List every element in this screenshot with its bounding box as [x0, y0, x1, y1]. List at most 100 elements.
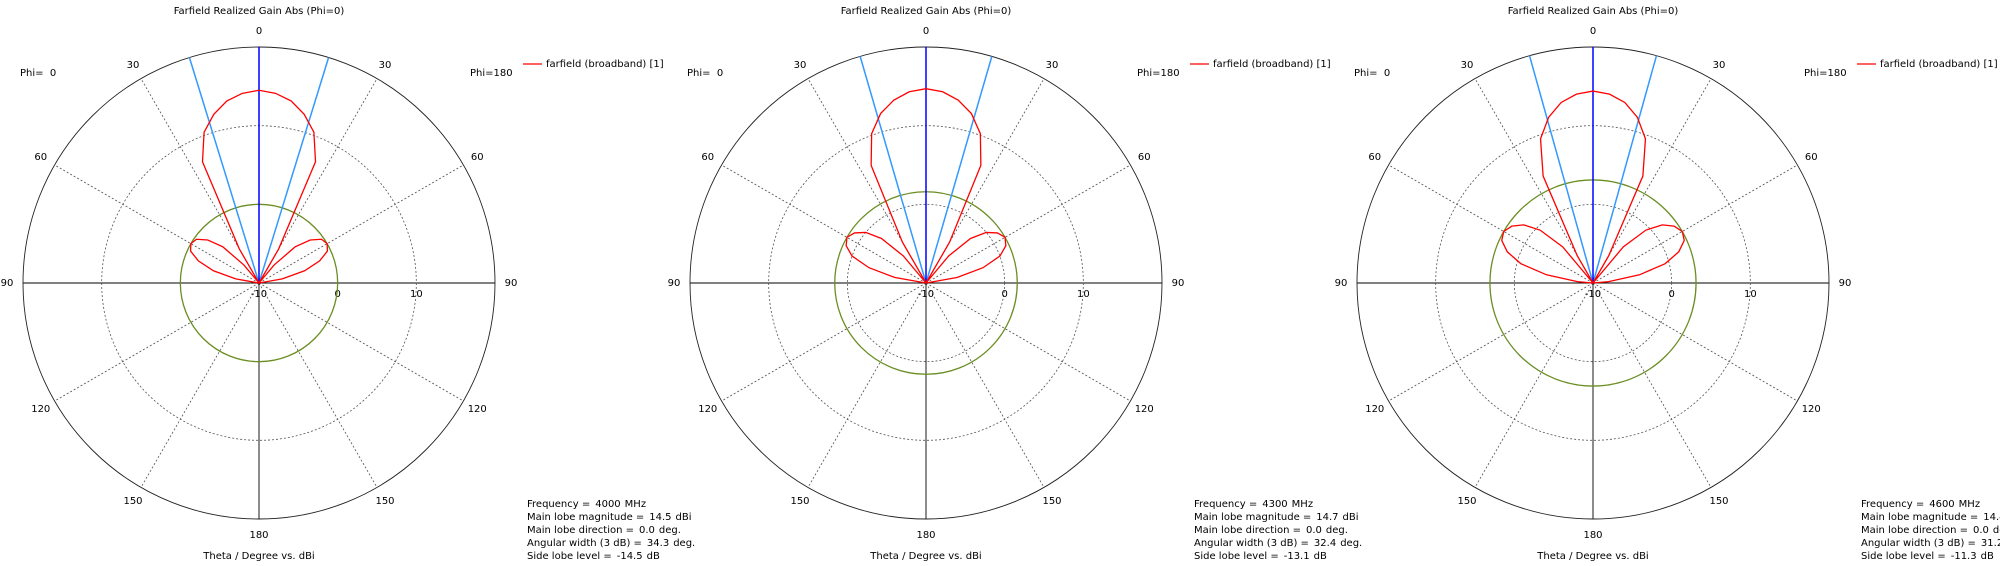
info-value: 4000 [595, 499, 620, 510]
info-value: -11.3 [1951, 551, 1977, 562]
grid-line [925, 282, 1131, 402]
grid-line [807, 282, 927, 488]
angle-tick-label: 150 [375, 496, 394, 507]
beamwidth-line [925, 56, 993, 284]
info-line: Side lobe level = -13.1 dB [1194, 551, 1327, 562]
beamwidth-line [258, 57, 330, 284]
info-value: 0.0 [1973, 525, 1989, 536]
grid-line [258, 78, 378, 284]
angle-tick-label: 120 [31, 404, 50, 415]
info-line: Main lobe magnitude = 14.5 dBi [527, 512, 692, 523]
info-line: Main lobe direction = 0.0 deg. [527, 525, 681, 536]
info-line: Side lobe level = -11.3 dB [1861, 551, 1994, 562]
info-line: Frequency = 4000 MHz [527, 499, 646, 510]
grid-line [721, 164, 927, 284]
r-tick-label: 0 [1668, 289, 1674, 300]
x-axis-label: Theta / Degree vs. dBi [202, 551, 314, 562]
angle-tick-label: 180 [1583, 530, 1602, 541]
info-line: Main lobe direction = 0.0 deg. [1194, 525, 1348, 536]
grid-line [925, 164, 1131, 284]
grid-line [258, 282, 464, 402]
angle-tick-label: 120 [1365, 404, 1384, 415]
angle-tick-label: 30 [379, 60, 392, 71]
info-line: Main lobe direction = 0.0 deg. [1861, 525, 2000, 536]
info-unit: deg. [659, 525, 681, 536]
x-axis-label: Theta / Degree vs. dBi [869, 551, 981, 562]
angle-tick-label: 90 [505, 278, 518, 289]
angle-tick-label: 60 [701, 152, 714, 163]
angle-tick-label: 120 [468, 404, 487, 415]
info-name: Frequency = [1194, 499, 1257, 510]
grid-line [140, 282, 260, 488]
info-value: 14.5 [649, 512, 671, 523]
phi-right-label: Phi=180 [1804, 68, 1847, 79]
phi-right-label: Phi=180 [470, 68, 513, 79]
r-tick-label: 0 [1001, 289, 1007, 300]
info-unit: dB [1981, 551, 1994, 562]
info-unit: deg. [1993, 525, 2000, 536]
grid-line [925, 282, 1045, 488]
grid-line [721, 282, 927, 402]
angle-tick-label: 150 [1709, 496, 1728, 507]
angle-tick-label: 180 [916, 530, 935, 541]
info-name: Frequency = [527, 499, 590, 510]
angle-tick-label: 150 [1042, 496, 1061, 507]
beamwidth-line [188, 57, 260, 284]
r-tick-label: -10 [1585, 289, 1601, 300]
chart-title: Farfield Realized Gain Abs (Phi=0) [841, 6, 1012, 17]
info-value: 4300 [1262, 499, 1287, 510]
grid-line [1388, 282, 1594, 402]
grid-line [54, 282, 260, 402]
info-value: 14.4 [1983, 512, 2000, 523]
info-value: 31.2 [1981, 538, 2000, 549]
legend-label: farfield (broadband) [1] [1880, 59, 1998, 70]
grid-line [1474, 78, 1594, 284]
legend-label: farfield (broadband) [1] [546, 59, 664, 70]
pattern-line [189, 89, 329, 284]
grid-line [1474, 282, 1594, 488]
chart-title: Farfield Realized Gain Abs (Phi=0) [174, 6, 345, 17]
angle-tick-label: 90 [1839, 278, 1852, 289]
pattern-line [1501, 90, 1685, 284]
beamwidth-line [1528, 55, 1594, 284]
angle-tick-label: 120 [698, 404, 717, 415]
grid-line [258, 282, 378, 488]
info-unit: dB [647, 551, 660, 562]
info-value: 0.0 [639, 525, 655, 536]
r-tick-label: 10 [1077, 289, 1090, 300]
info-unit: MHz [625, 499, 646, 510]
phi-right-label: Phi=180 [1137, 68, 1180, 79]
phi-left-label: Phi= 0 [1354, 68, 1390, 79]
info-value: 0.0 [1306, 525, 1322, 536]
info-name: Side lobe level = [1861, 551, 1946, 562]
r-tick-label: -10 [251, 289, 267, 300]
angle-tick-label: 30 [127, 60, 140, 71]
info-unit: deg. [1340, 538, 1362, 549]
grid-line [1592, 282, 1712, 488]
grid-circle [846, 203, 1006, 363]
angle-tick-label: 60 [471, 152, 484, 163]
info-line: Frequency = 4600 MHz [1861, 499, 1980, 510]
info-line: Angular width (3 dB) =31.2deg. [1861, 538, 2000, 549]
info-line: Angular width (3 dB) = 32.4 deg. [1194, 538, 1362, 549]
info-name: Side lobe level = [1194, 551, 1279, 562]
grid-line [1592, 164, 1798, 284]
angle-tick-label: 120 [1802, 404, 1821, 415]
info-name: Frequency = [1861, 499, 1924, 510]
angle-tick-label: 60 [1368, 152, 1381, 163]
angle-tick-label: 0 [923, 26, 929, 37]
info-line: Frequency = 4300 MHz [1194, 499, 1313, 510]
info-value: 4600 [1929, 499, 1954, 510]
info-name: Main lobe magnitude = [1194, 512, 1311, 523]
beamwidth-line [1592, 55, 1658, 284]
info-line: Main lobe magnitude = 14.7 dBi [1194, 512, 1359, 523]
grid-line [140, 78, 260, 284]
info-name: Main lobe magnitude = [527, 512, 644, 523]
angle-tick-label: 0 [1590, 26, 1596, 37]
info-name: Angular width (3 dB) = [1194, 538, 1309, 549]
phi-left-label: Phi= 0 [687, 68, 723, 79]
x-axis-label: Theta / Degree vs. dBi [1536, 551, 1648, 562]
grid-line [1592, 78, 1712, 284]
angle-tick-label: 60 [1805, 152, 1818, 163]
